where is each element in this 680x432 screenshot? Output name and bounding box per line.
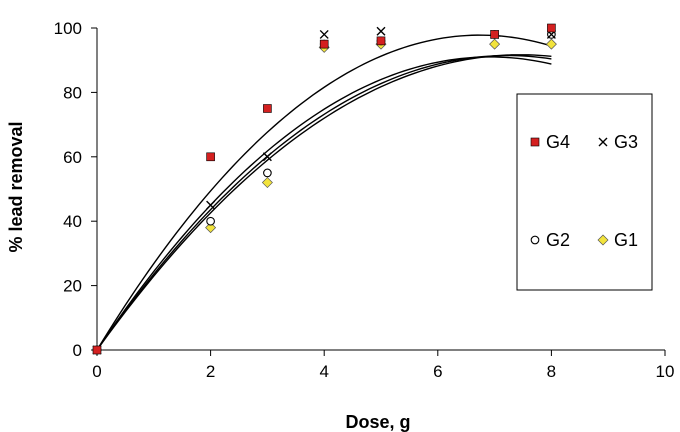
legend-label-g1: G1	[614, 230, 638, 250]
y-tick-label: 40	[63, 212, 82, 231]
point-g3	[376, 26, 386, 36]
trendlines	[96, 34, 552, 351]
x-tick-label: 8	[547, 362, 556, 381]
data-points	[91, 23, 557, 356]
x-tick-label: 4	[319, 362, 328, 381]
y-axis-title: % lead removal	[6, 121, 26, 252]
trendline-g1	[96, 54, 552, 351]
point-g3	[319, 29, 329, 39]
point-g2	[263, 168, 272, 178]
trendline-g4	[96, 34, 552, 351]
y-tick-label: 20	[63, 277, 82, 296]
x-tick-label: 2	[206, 362, 215, 381]
legend-box	[516, 93, 653, 291]
x-tick-label: 6	[433, 362, 442, 381]
legend: G4 G3 G2 G1	[516, 93, 653, 291]
axes	[91, 27, 666, 356]
point-g1	[489, 38, 501, 50]
legend-label-g2: G2	[546, 230, 570, 250]
point-g4	[206, 152, 215, 162]
point-g4	[490, 30, 499, 39]
point-g1	[205, 222, 217, 234]
legend-marker-g3	[598, 137, 608, 147]
point-g4	[547, 23, 556, 33]
legend-label-g3: G3	[614, 132, 638, 152]
y-tick-label: 100	[54, 19, 82, 38]
point-g4	[376, 36, 386, 46]
point-g4	[263, 104, 272, 113]
legend-marker-g4	[530, 137, 540, 147]
x-tick-label: 10	[656, 362, 675, 381]
trendline-g3	[96, 56, 552, 351]
y-tick-label: 60	[63, 148, 82, 167]
point-g3	[262, 152, 272, 162]
x-tick-label: 0	[92, 362, 101, 381]
trendline-g2	[96, 54, 552, 351]
y-tick-label: 80	[63, 83, 82, 102]
point-g2	[206, 216, 215, 226]
legend-label-g4: G4	[546, 132, 570, 152]
point-g4	[319, 39, 329, 49]
y-tick-label: 0	[73, 341, 82, 360]
legend-marker-g2	[530, 235, 540, 245]
legend-marker-g1	[597, 234, 609, 246]
point-g1	[261, 177, 273, 189]
point-g1	[545, 38, 557, 50]
point-g4	[92, 345, 102, 355]
point-g3	[206, 200, 216, 210]
x-axis-title: Dose, g	[345, 412, 410, 432]
